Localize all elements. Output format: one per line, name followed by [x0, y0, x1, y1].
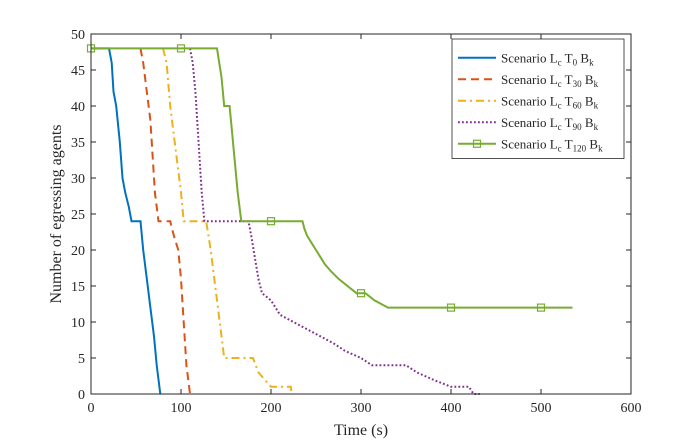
x-tick-label-0: 0: [88, 401, 95, 416]
y-tick-label-7: 35: [71, 136, 85, 151]
x-tick-label-5: 500: [531, 401, 552, 416]
legend: Scenario Lc T0 Bk Scenario Lc T30 Bk Scena…: [451, 38, 625, 159]
series-4-marker-1: [176, 44, 186, 53]
plot-area: [86, 44, 573, 395]
y-tick-label-1: 5: [78, 352, 85, 367]
y-tick-label-0: 0: [78, 388, 85, 403]
y-tick-label-8: 40: [71, 100, 85, 115]
series-line-0: [91, 47, 162, 395]
series-4-marker-3: [356, 289, 366, 298]
y-axis-label: Number of egressing agents: [48, 124, 65, 303]
legend-label-0: Scenario Lc T0 Bk: [501, 50, 594, 67]
y-tick-label-4: 20: [71, 244, 85, 259]
x-tick-label-4: 400: [441, 401, 462, 416]
legend-marker-4: [472, 139, 482, 148]
x-axis-label: Time (s): [334, 422, 388, 439]
series-line-1: [139, 48, 191, 395]
x-tick-label-6: 600: [621, 401, 642, 416]
y-tick-label-2: 10: [71, 316, 85, 331]
legend-label-3: Scenario Lc T90 Bk: [501, 115, 599, 132]
x-tick-label-2: 200: [261, 401, 282, 416]
series-4-marker-4: [446, 303, 456, 312]
legend-label-2: Scenario Lc T60 Bk: [501, 93, 599, 110]
y-tick-label-3: 15: [71, 280, 85, 295]
axes: 0 100 200 300 400 500 600 0 5 10 15 20 25 30 35 40 45 50: [71, 28, 642, 416]
legend-box: [451, 38, 625, 159]
series-line-2: [162, 48, 293, 395]
series-4-marker-5: [536, 303, 546, 312]
y-tick-label-9: 45: [71, 64, 85, 79]
y-tick-label-6: 30: [71, 172, 85, 187]
x-tick-label-3: 300: [351, 401, 372, 416]
series-4-marker-2: [266, 217, 276, 226]
legend-label-4: Scenario Lc T120 Bk: [501, 136, 603, 153]
y-tick-label-10: 50: [71, 28, 85, 43]
series-line-3: [189, 48, 480, 395]
x-tick-label-1: 100: [171, 401, 192, 416]
y-tick-label-5: 25: [71, 208, 85, 223]
legend-label-1: Scenario Lc T30 Bk: [501, 72, 599, 89]
